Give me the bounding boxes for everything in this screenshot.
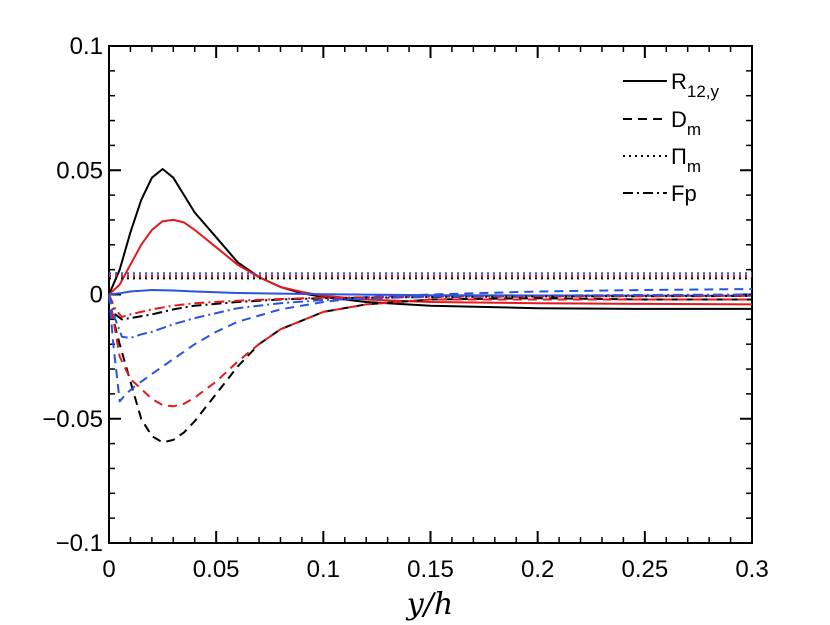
x-tick-label: 0.05 [193, 556, 240, 583]
x-tick-label: 0.1 [307, 556, 340, 583]
y-tick-label: 0.05 [56, 157, 103, 184]
legend: R12,y Dm Πm Fp [623, 69, 720, 206]
x-tick-labels: 0 0.05 0.1 0.15 0.2 0.25 0.3 [102, 556, 768, 583]
x-tick-label: 0.2 [521, 556, 554, 583]
y-tick-label: −0.1 [56, 530, 103, 557]
series-line [108, 293, 753, 339]
series-line [108, 288, 753, 403]
x-tick-label: 0.15 [407, 556, 454, 583]
x-tick-label: 0 [102, 556, 115, 583]
series-line [108, 168, 752, 310]
y-tick-label: −0.05 [42, 406, 103, 433]
legend-label: Πm [671, 144, 701, 176]
x-axis-label: y/h [405, 587, 453, 622]
series-line [108, 294, 752, 444]
series-line [108, 218, 753, 306]
y-tick-label: 0 [90, 282, 103, 309]
legend-label: Dm [671, 107, 701, 139]
legend-label: Fp [671, 181, 697, 206]
series-line [108, 294, 752, 408]
y-tick-labels: −0.1 −0.05 0 0.05 0.1 [42, 33, 103, 557]
x-tick-label: 0.3 [735, 556, 768, 583]
x-tick-label: 0.25 [621, 556, 668, 583]
series-layer [108, 168, 753, 444]
series-line [108, 289, 753, 297]
legend-label: R12,y [671, 69, 720, 101]
y-tick-label: 0.1 [70, 33, 103, 60]
series-line [108, 294, 753, 321]
